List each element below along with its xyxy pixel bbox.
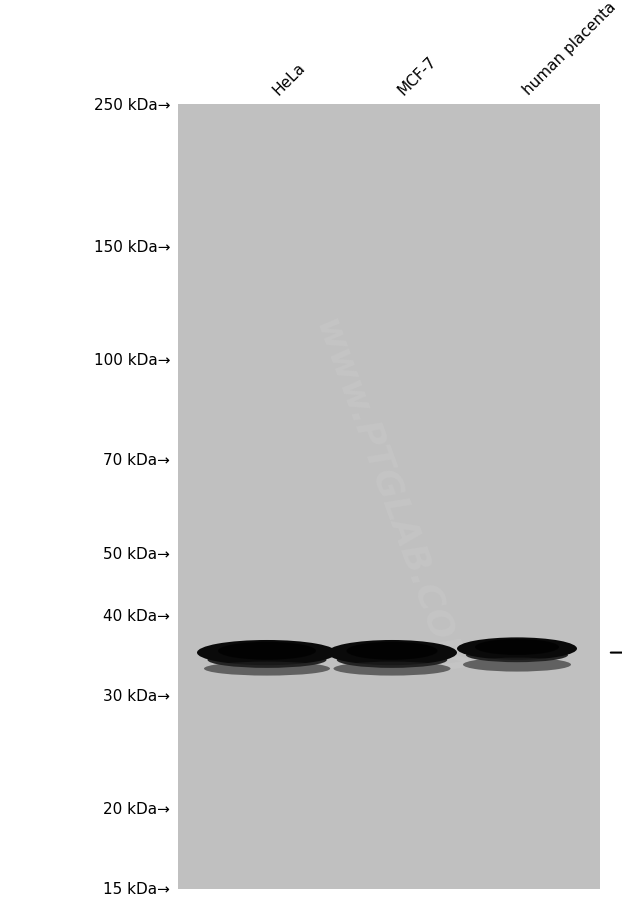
Text: 150 kDa→: 150 kDa→ <box>93 240 170 254</box>
Ellipse shape <box>327 640 457 666</box>
Text: 250 kDa→: 250 kDa→ <box>93 97 170 113</box>
Text: www.PTGLAB.COM: www.PTGLAB.COM <box>309 314 470 680</box>
Text: HeLa: HeLa <box>270 60 308 98</box>
Ellipse shape <box>333 662 450 676</box>
Ellipse shape <box>346 642 437 660</box>
Text: 20 kDa→: 20 kDa→ <box>103 801 170 816</box>
Text: 15 kDa→: 15 kDa→ <box>103 881 170 897</box>
Ellipse shape <box>475 640 559 655</box>
Text: 40 kDa→: 40 kDa→ <box>103 608 170 623</box>
Bar <box>178 105 600 889</box>
Ellipse shape <box>463 658 571 672</box>
Ellipse shape <box>197 640 337 666</box>
Text: 100 kDa→: 100 kDa→ <box>93 353 170 368</box>
Ellipse shape <box>218 642 316 660</box>
Text: 70 kDa→: 70 kDa→ <box>103 452 170 467</box>
Ellipse shape <box>204 662 330 676</box>
Text: 30 kDa→: 30 kDa→ <box>103 688 170 704</box>
Text: 50 kDa→: 50 kDa→ <box>103 546 170 561</box>
Ellipse shape <box>466 648 568 662</box>
Text: MCF-7: MCF-7 <box>395 53 439 98</box>
Text: human placenta: human placenta <box>520 0 618 98</box>
Ellipse shape <box>208 652 327 668</box>
Ellipse shape <box>337 652 447 668</box>
Ellipse shape <box>457 638 577 660</box>
